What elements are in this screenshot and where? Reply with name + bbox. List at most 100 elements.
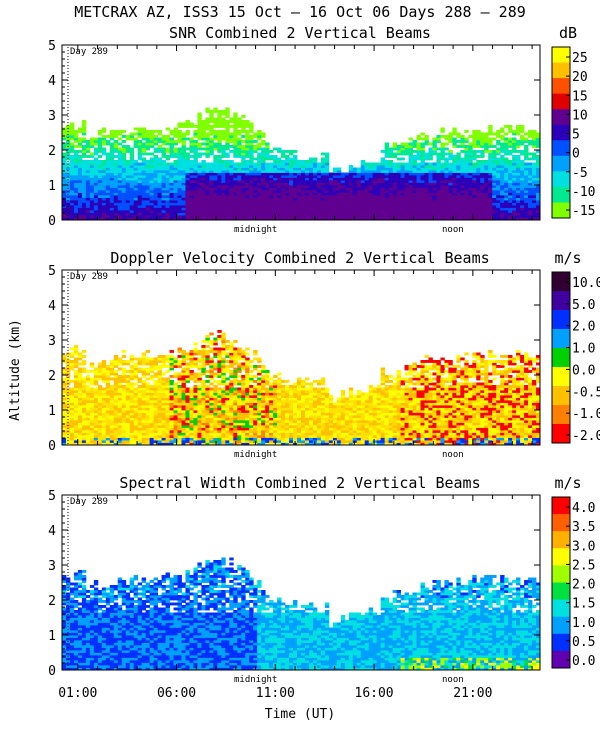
heatmap-cell <box>181 147 186 151</box>
heatmap-cell <box>97 405 103 408</box>
heatmap-cell <box>113 360 119 363</box>
heatmap-cell <box>488 142 493 146</box>
heatmap-cell <box>117 190 123 193</box>
heatmap-cell <box>492 207 497 211</box>
heatmap-cell <box>448 150 453 153</box>
heatmap-cell <box>368 170 374 173</box>
heatmap-cell <box>233 177 238 181</box>
heatmap-cell <box>77 395 83 398</box>
heatmap-cell <box>73 347 79 351</box>
heatmap-cell <box>137 217 143 221</box>
heatmap-cell <box>229 132 234 136</box>
heatmap-cell <box>193 427 198 431</box>
heatmap-cell <box>141 412 147 416</box>
heatmap-cell <box>488 140 493 143</box>
heatmap-cell <box>189 210 194 213</box>
heatmap-cell <box>396 210 401 213</box>
heatmap-cell <box>161 355 166 358</box>
heatmap-cell <box>217 185 222 188</box>
heatmap-cell <box>69 420 75 423</box>
heatmap-cell <box>428 142 433 146</box>
heatmap-cell <box>97 212 103 216</box>
heatmap-cell <box>532 142 537 146</box>
heatmap-cell <box>129 437 135 441</box>
heatmap-cell <box>468 162 473 166</box>
heatmap-cell <box>193 167 198 171</box>
heatmap-cell <box>209 142 214 146</box>
heatmap-cell <box>81 122 87 126</box>
heatmap-cell <box>332 207 338 211</box>
heatmap-cell <box>113 382 119 386</box>
heatmap-cell <box>444 135 449 138</box>
heatmap-cell <box>265 195 270 198</box>
heatmap-cell <box>165 410 170 413</box>
heatmap-cell <box>161 185 166 188</box>
heatmap-cell <box>62 190 67 193</box>
heatmap-cell <box>109 195 115 198</box>
heatmap-cell <box>97 187 103 191</box>
heatmap-cell <box>189 440 194 443</box>
heatmap-cell <box>440 142 445 146</box>
heatmap-cell <box>161 362 166 366</box>
heatmap-cell <box>512 187 517 191</box>
heatmap-cell <box>81 382 87 386</box>
heatmap-cell <box>420 132 425 136</box>
heatmap-cell <box>444 152 449 156</box>
heatmap-cell <box>69 162 75 166</box>
heatmap-cell <box>468 185 473 188</box>
heatmap-cell <box>245 135 250 138</box>
heatmap-cell <box>62 440 67 443</box>
heatmap-cell <box>241 187 246 191</box>
heatmap-cell <box>77 415 83 418</box>
heatmap-cell <box>464 157 469 161</box>
heatmap-cell <box>209 112 214 116</box>
heatmap-cell <box>452 137 457 141</box>
heatmap-cell <box>472 210 477 213</box>
heatmap-cell <box>109 192 115 196</box>
heatmap-cell <box>364 197 370 201</box>
heatmap-cell <box>97 370 103 373</box>
heatmap-cell <box>181 385 186 388</box>
heatmap-cell <box>448 167 453 171</box>
heatmap-cell <box>181 160 186 163</box>
heatmap-cell <box>392 162 397 166</box>
heatmap-cell <box>488 167 493 171</box>
heatmap-cell <box>177 122 182 126</box>
heatmap-cell <box>281 217 286 221</box>
heatmap-cell <box>73 345 79 348</box>
heatmap-cell <box>189 372 194 376</box>
heatmap-cell <box>69 197 75 201</box>
heatmap-cell <box>89 155 95 158</box>
heatmap-cell <box>281 187 286 191</box>
heatmap-cell <box>269 175 274 178</box>
heatmap-cell <box>145 132 151 136</box>
heatmap-cell <box>304 187 310 191</box>
heatmap-cell <box>133 377 139 381</box>
heatmap-cell <box>364 185 370 188</box>
heatmap-cell <box>193 372 198 376</box>
heatmap-cell <box>344 210 350 213</box>
heatmap-cell <box>62 442 67 446</box>
heatmap-cell <box>145 417 151 421</box>
heatmap-cell <box>97 435 103 438</box>
heatmap-cell <box>153 182 158 186</box>
heatmap-cell <box>420 217 425 221</box>
heatmap-cell <box>297 195 302 198</box>
heatmap-cell <box>181 372 186 376</box>
heatmap-cell <box>201 182 206 186</box>
heatmap-cell <box>504 150 509 153</box>
heatmap-cell <box>129 215 135 218</box>
heatmap-cell <box>69 430 75 433</box>
heatmap-cell <box>73 392 79 396</box>
heatmap-cell <box>137 145 143 148</box>
heatmap-cell <box>97 132 103 136</box>
heatmap-cell <box>109 365 115 368</box>
heatmap-cell <box>348 200 354 203</box>
heatmap-cell <box>113 162 119 166</box>
heatmap-cell <box>141 185 147 188</box>
heatmap-cell <box>133 185 139 188</box>
heatmap-cell <box>233 115 238 118</box>
heatmap-cell <box>113 425 119 428</box>
heatmap-cell <box>496 157 501 161</box>
heatmap-cell <box>165 400 170 403</box>
